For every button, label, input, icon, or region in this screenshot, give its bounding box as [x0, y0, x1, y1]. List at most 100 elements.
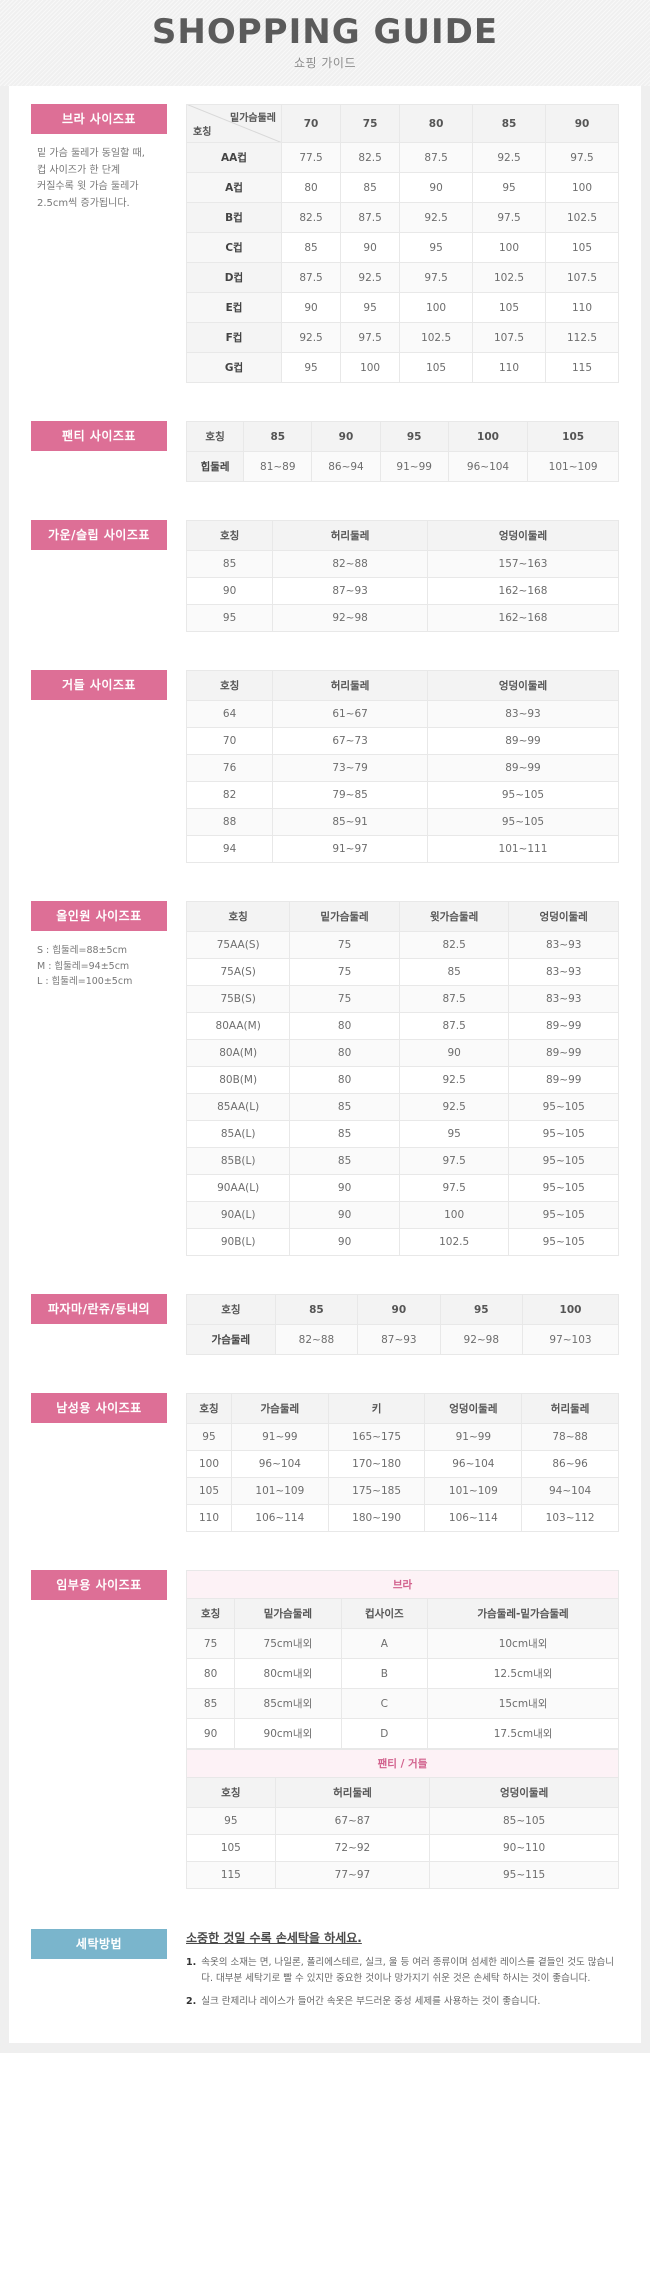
cell: 80 — [289, 1012, 400, 1040]
cell: 85 — [398, 958, 510, 986]
cell: 90 — [289, 1201, 400, 1229]
cell: 92~98 — [439, 1324, 524, 1355]
cell: 80A(M) — [185, 1039, 291, 1067]
cell: 112.5 — [545, 322, 619, 353]
panty-col-0: 호칭 — [185, 421, 245, 452]
cell: 95~105 — [508, 1120, 619, 1148]
bra-col-2: 80 — [399, 104, 474, 143]
tag-men: 남성용 사이즈표 — [31, 1393, 167, 1423]
table-row: 88 85~91 95~105 — [185, 808, 620, 836]
cell: 91~99 — [424, 1423, 523, 1451]
table-row: 85 82~88 157~163 — [185, 550, 620, 578]
allinone-col-2: 윗가슴둘레 — [398, 901, 510, 932]
cell: 95 — [398, 1120, 510, 1148]
cell: 75 — [289, 958, 400, 986]
allinone-left: 올인원 사이즈표 S : 힙둘레=88±5cm M : 힙둘레=94±5cm L… — [31, 901, 186, 1256]
page-subtitle: 쇼핑 가이드 — [293, 56, 356, 71]
washing-item-number: 2. — [186, 1996, 197, 2008]
cell: 70 — [185, 727, 274, 755]
cell: 101~109 — [230, 1477, 329, 1505]
panty-col-3: 95 — [379, 421, 449, 452]
cell: 162~168 — [426, 604, 620, 632]
washing-item-text: 실크 란제리나 레이스가 들어간 속옷은 부드러운 중성 세제를 사용하는 것이… — [201, 1996, 541, 2008]
bra-corner-cell: 밑가슴둘레 호칭 — [186, 104, 282, 143]
cell: 96~104 — [447, 451, 529, 482]
mat-panty-col-1: 허리둘레 — [274, 1777, 431, 1808]
bra-col-0: 70 — [280, 104, 342, 143]
cell: 82~88 — [272, 550, 428, 578]
tag-allinone: 올인원 사이즈표 — [31, 901, 167, 931]
men-col-4: 허리둘레 — [521, 1393, 619, 1424]
footer-strip — [0, 2043, 650, 2054]
cell: 90 — [185, 577, 274, 605]
table-row: 가슴둘레 82~88 87~93 92~98 97~103 — [186, 1324, 619, 1355]
bra-col-1: 75 — [340, 104, 401, 143]
cell: 87.5 — [280, 262, 342, 293]
table-header-row: 호칭 밑가슴둘레 윗가슴둘레 엉덩이둘레 — [185, 901, 619, 932]
table-row: 70 67~73 89~99 — [185, 727, 620, 755]
cell: 87.5 — [398, 1012, 510, 1040]
cell: 87.5 — [340, 202, 401, 233]
cell: 89~99 — [508, 1012, 619, 1040]
cell: 100 — [340, 352, 401, 383]
table-row: 94 91~97 101~111 — [185, 835, 620, 863]
cell: 75 — [185, 1628, 236, 1659]
panty-table-body: 힙둘레 81~89 86~94 91~99 96~104 101~109 — [185, 451, 619, 482]
men-col-2: 키 — [327, 1393, 426, 1424]
table-row: 85B(L) 85 97.5 95~105 — [185, 1147, 619, 1175]
cell: 107.5 — [545, 262, 619, 293]
cell: 80 — [289, 1066, 400, 1094]
cell: B — [340, 1658, 429, 1689]
pajama-col-0: 호칭 — [186, 1294, 276, 1325]
row-label: A컵 — [186, 172, 282, 203]
girdle-left: 거들 사이즈표 — [31, 670, 186, 863]
cell: 165~175 — [327, 1423, 426, 1451]
bra-corner-top-label: 밑가슴둘레 — [230, 113, 276, 124]
row-label: B컵 — [186, 202, 282, 233]
content-shell: 브라 사이즈표 밑 가슴 둘레가 동일할 때, 컵 사이즈가 한 단계 커질수록… — [0, 86, 650, 2044]
table-row: 80B(M) 80 92.5 89~99 — [185, 1066, 619, 1094]
table-row: C컵 85 90 95 100 105 — [186, 232, 619, 263]
cell: 95 — [472, 172, 546, 203]
table-row: A컵 80 85 90 95 100 — [186, 172, 619, 203]
cell: 77.5 — [280, 142, 342, 173]
table-header-row: 호칭 밑가슴둘레 컵사이즈 가슴둘레-밑가슴둘레 — [185, 1598, 619, 1629]
cell: 106~114 — [424, 1504, 523, 1532]
maternity-panty-table: 팬티 / 거들 호칭 허리둘레 엉덩이둘레 95 67~87 85~105 — [186, 1749, 619, 1889]
cell: 105 — [399, 352, 474, 383]
cell: 95 — [280, 352, 342, 383]
cell: 76 — [185, 754, 274, 782]
maternity-panty-band: 팬티 / 거들 — [186, 1749, 619, 1778]
table-row: 100 96~104 170~180 96~104 86~96 — [186, 1450, 619, 1478]
table-row: 85 85cm내외 C 15cm내외 — [185, 1688, 619, 1719]
cell: 73~79 — [272, 754, 428, 782]
maternity-bra-band: 브라 — [186, 1570, 619, 1599]
table-row: 95 67~87 85~105 — [186, 1807, 619, 1835]
allinone-right: 호칭 밑가슴둘레 윗가슴둘레 엉덩이둘레 75AA(S) 75 82.5 83~… — [185, 901, 619, 1256]
page-title: SHOPPING GUIDE — [151, 11, 499, 52]
row-label: 힙둘레 — [185, 451, 245, 482]
cell: 97.5 — [398, 1174, 510, 1202]
cell: 91~99 — [230, 1423, 329, 1451]
cell: 86~96 — [521, 1450, 619, 1478]
cell: 107.5 — [472, 322, 546, 353]
cell: 88 — [185, 808, 274, 836]
cell: 95~105 — [508, 1093, 619, 1121]
cell: 101~109 — [527, 451, 619, 482]
pajama-col-2: 90 — [357, 1294, 441, 1325]
tag-panty: 팬티 사이즈표 — [31, 421, 167, 451]
cell: 90cm내외 — [234, 1718, 342, 1749]
divider — [9, 1262, 641, 1276]
tag-bra: 브라 사이즈표 — [31, 104, 167, 134]
cell: 105 — [472, 292, 546, 323]
mat-panty-col-2: 엉덩이둘레 — [429, 1777, 619, 1808]
maternity-bra-table: 브라 호칭 밑가슴둘레 컵사이즈 가슴둘레-밑가슴둘레 75 75cm내외 — [185, 1570, 619, 1749]
cell: 90~110 — [429, 1834, 619, 1862]
cell: 64 — [185, 700, 274, 728]
row-label: G컵 — [186, 352, 282, 383]
gown-col-1: 허리둘레 — [272, 520, 428, 551]
cell: 91~99 — [379, 451, 449, 482]
table-row: 85AA(L) 85 92.5 95~105 — [185, 1093, 619, 1121]
cell: 67~73 — [272, 727, 428, 755]
gown-right: 호칭 허리둘레 엉덩이둘레 85 82~88 157~163 90 — [185, 520, 620, 632]
